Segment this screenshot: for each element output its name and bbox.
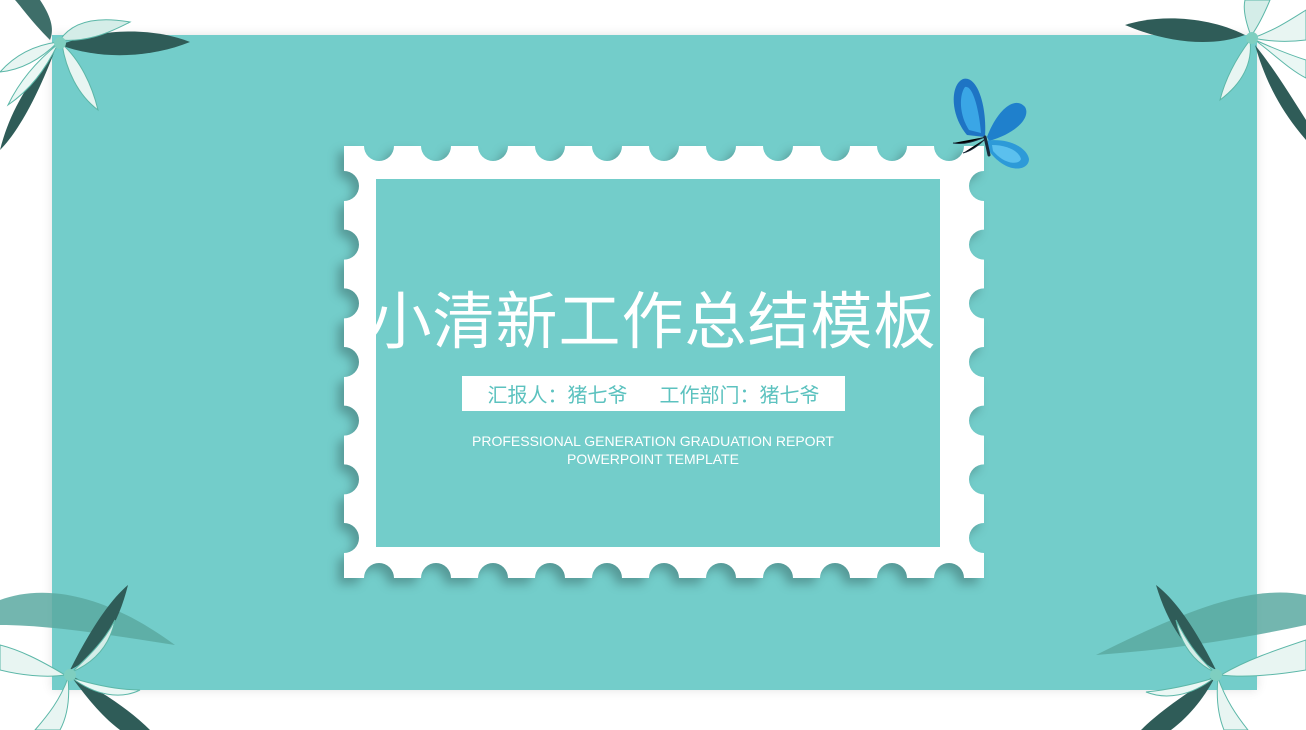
subtitle-line-2: POWERPOINT TEMPLATE bbox=[567, 451, 739, 467]
stamp-inner-panel bbox=[376, 179, 940, 547]
flower-icon bbox=[1096, 585, 1306, 730]
flower-icon bbox=[0, 0, 190, 150]
department-label: 工作部门：猪七爷 bbox=[659, 383, 820, 407]
subtitle-line-1: PROFESSIONAL GENERATION GRADUATION REPOR… bbox=[472, 433, 834, 449]
flower-icon bbox=[0, 585, 175, 730]
page-title: 小清新工作总结模板 bbox=[369, 285, 937, 358]
butterfly-icon bbox=[952, 78, 1029, 169]
flower-icon bbox=[1125, 0, 1306, 140]
reporter-label: 汇报人：猪七爷 bbox=[487, 383, 628, 407]
reporter-info-box: 汇报人：猪七爷 工作部门：猪七爷 bbox=[462, 376, 845, 411]
subtitle: PROFESSIONAL GENERATION GRADUATION REPOR… bbox=[340, 432, 966, 468]
